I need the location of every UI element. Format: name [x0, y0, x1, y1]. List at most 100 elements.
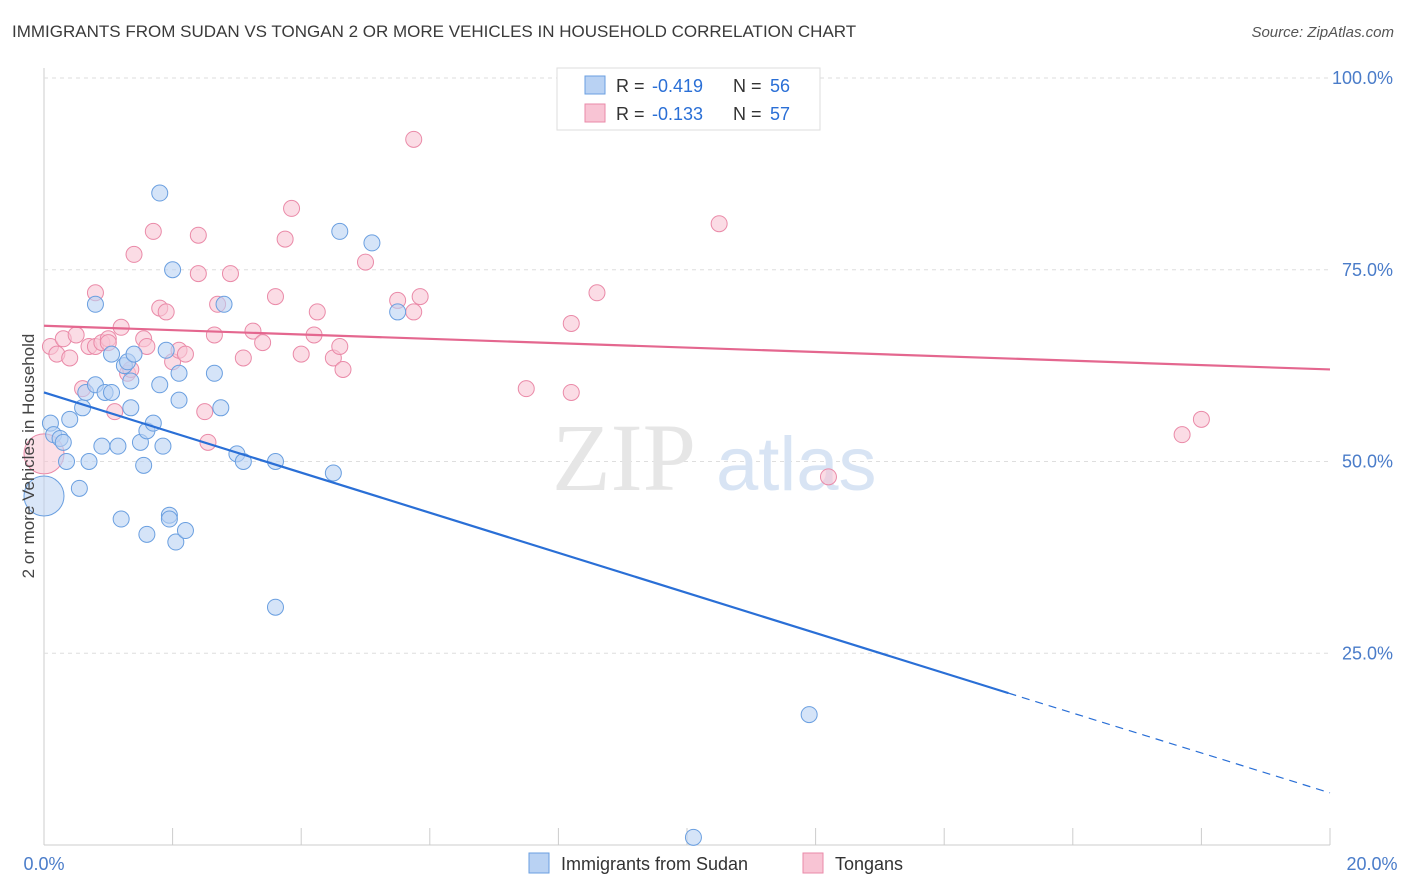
sudan-point: [324, 464, 342, 482]
tongan-point: [517, 380, 535, 398]
y-tick-labels: 25.0% 50.0% 75.0% 100.0%: [1332, 68, 1393, 663]
tongan-point: [189, 265, 207, 283]
tongan-point: [276, 230, 294, 248]
sudan-point: [151, 376, 169, 394]
tongan-point: [176, 345, 194, 363]
y-tick-label: 75.0%: [1342, 260, 1393, 280]
tongan-point: [819, 468, 837, 486]
tongan-point: [1192, 410, 1210, 428]
y-tick-label: 100.0%: [1332, 68, 1393, 88]
tongan-point: [292, 345, 310, 363]
sudan-point: [122, 399, 140, 417]
tongan-point: [562, 383, 580, 401]
sudan-point: [331, 222, 349, 240]
watermark-atlas: atlas: [716, 422, 877, 507]
tongan-point: [588, 284, 606, 302]
sudan-point: [103, 383, 121, 401]
gridlines: [44, 77, 1330, 654]
tongan-point: [199, 433, 217, 451]
sudan-point: [112, 510, 130, 528]
tongan-point: [411, 288, 429, 306]
sudan-point: [212, 399, 230, 417]
sudan-point: [138, 525, 156, 543]
sudan-point: [109, 437, 127, 455]
tongan-point: [61, 349, 79, 367]
source-credit: Source: ZipAtlas.com: [1251, 24, 1394, 41]
tongan-point: [710, 215, 728, 233]
tongan-point: [334, 360, 352, 378]
y-axis-label: 2 or more Vehicles in Household: [19, 334, 38, 579]
tongan-point: [405, 130, 423, 148]
sudan-point: [151, 184, 169, 202]
series-sudan: [23, 184, 818, 846]
sudan-point: [70, 479, 88, 497]
sudan-point: [135, 456, 153, 474]
tongan-point: [221, 265, 239, 283]
sudan-point: [125, 345, 143, 363]
sudan-point: [58, 453, 76, 470]
tongan-point: [331, 337, 349, 355]
legend-r-label-tongans: R =: [616, 104, 645, 124]
sudan-point: [389, 303, 407, 321]
tongan-point: [308, 303, 326, 321]
sudan-point: [61, 410, 79, 428]
tongan-point: [244, 322, 262, 340]
sudan-point: [54, 433, 72, 451]
sudan-point: [176, 522, 194, 540]
tongan-point: [266, 288, 284, 306]
legend-swatch-sudan: [584, 75, 606, 95]
tongan-point: [138, 337, 156, 355]
sudan-point: [157, 341, 175, 359]
legend-n-label-sudan: N =: [733, 76, 762, 96]
tongan-point: [205, 326, 223, 344]
tongan-point: [562, 314, 580, 332]
tongan-point: [357, 253, 374, 271]
tongan-point: [125, 245, 143, 263]
legend-n-label-tongans: N =: [733, 104, 762, 124]
tongan-point: [189, 226, 207, 244]
sudan-point: [80, 453, 98, 470]
sudan-point: [684, 828, 702, 846]
y-tick-label: 25.0%: [1342, 643, 1393, 663]
sudan-point: [205, 364, 223, 382]
tongan-point: [157, 303, 175, 321]
sudan-point: [93, 437, 111, 455]
sudan-trend-line: [43, 391, 1009, 695]
trend-lines: [43, 324, 1331, 794]
legend-swatch-tongans: [584, 103, 606, 123]
tongan-point: [196, 403, 214, 421]
sudan-point: [170, 364, 188, 382]
tongan-point: [254, 334, 272, 352]
series-legend: Immigrants from Sudan Tongans: [528, 852, 903, 874]
tongan-point: [1173, 426, 1191, 444]
legend-n-value-tongans: 57: [770, 104, 790, 124]
x-tick-label-min: 0.0%: [23, 854, 64, 874]
bottom-legend-swatch-sudan: [528, 852, 550, 874]
sudan-point: [266, 598, 284, 616]
sudan-point: [167, 533, 185, 551]
bottom-legend-swatch-tongans: [802, 852, 824, 874]
tongan-point: [234, 349, 252, 367]
tongan-point: [405, 303, 423, 321]
sudan-point: [363, 234, 381, 252]
watermark-zip: ZIP: [552, 404, 696, 511]
tongan-trend-line: [43, 324, 1331, 371]
correlation-legend: R = -0.419 N = 56 R = -0.133 N = 57: [556, 67, 821, 131]
sudan-point: [215, 295, 233, 313]
sudan-point: [154, 437, 172, 455]
sudan-point: [23, 475, 65, 517]
bottom-legend-label-tongans: Tongans: [835, 854, 903, 874]
tongan-point: [67, 326, 85, 344]
sudan-point: [122, 372, 140, 390]
sudan-point: [160, 510, 178, 528]
bottom-legend-label-sudan: Immigrants from Sudan: [561, 854, 748, 874]
y-tick-label: 50.0%: [1342, 452, 1393, 472]
x-tick-label-max: 20.0%: [1346, 854, 1397, 874]
tongan-point: [144, 222, 162, 240]
sudan-point: [86, 295, 104, 313]
legend-r-label-sudan: R =: [616, 76, 645, 96]
legend-n-value-sudan: 56: [770, 76, 790, 96]
sudan-point: [164, 261, 182, 279]
tongan-point: [283, 199, 301, 217]
